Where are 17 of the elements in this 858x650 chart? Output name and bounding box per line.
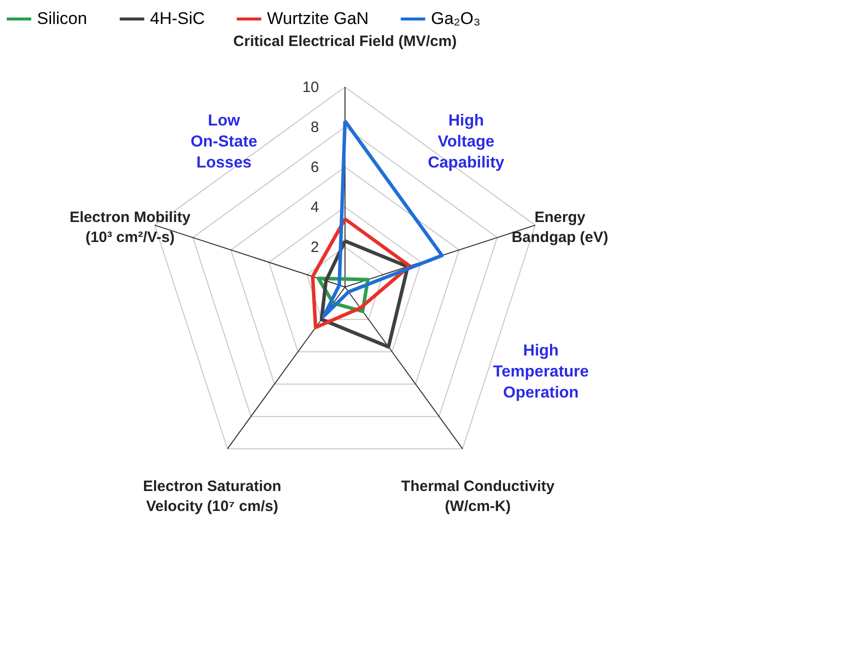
spoke-label: Critical Electrical Field (MV/cm) — [233, 33, 457, 50]
spoke-label: Electron Mobility (10³ cm²/V-s) — [70, 209, 192, 246]
y-tick-label: 2 — [310, 239, 319, 256]
y-tick-label: 8 — [310, 119, 319, 136]
spoke-label: Energy Bandgap (eV) — [512, 209, 608, 246]
y-tick-label: 10 — [302, 79, 319, 96]
legend-label: Wurtzite GaN — [267, 9, 369, 28]
spoke-label: Thermal Conductivity (W/cm-K) — [401, 478, 556, 515]
text: Low On-State Losses — [190, 112, 258, 172]
spoke-label: Electron Saturation Velocity (10⁷ cm/s) — [142, 478, 282, 515]
y-tick-label: 4 — [310, 199, 319, 216]
text: High Temperature Operation — [493, 342, 589, 402]
legend-label: Ga₂O₃ — [431, 9, 480, 28]
legend-label: 4H-SiC — [150, 9, 205, 28]
text: High Voltage Capability — [428, 112, 504, 172]
y-tick-label: 6 — [310, 159, 319, 176]
legend-label: Silicon — [37, 9, 88, 28]
